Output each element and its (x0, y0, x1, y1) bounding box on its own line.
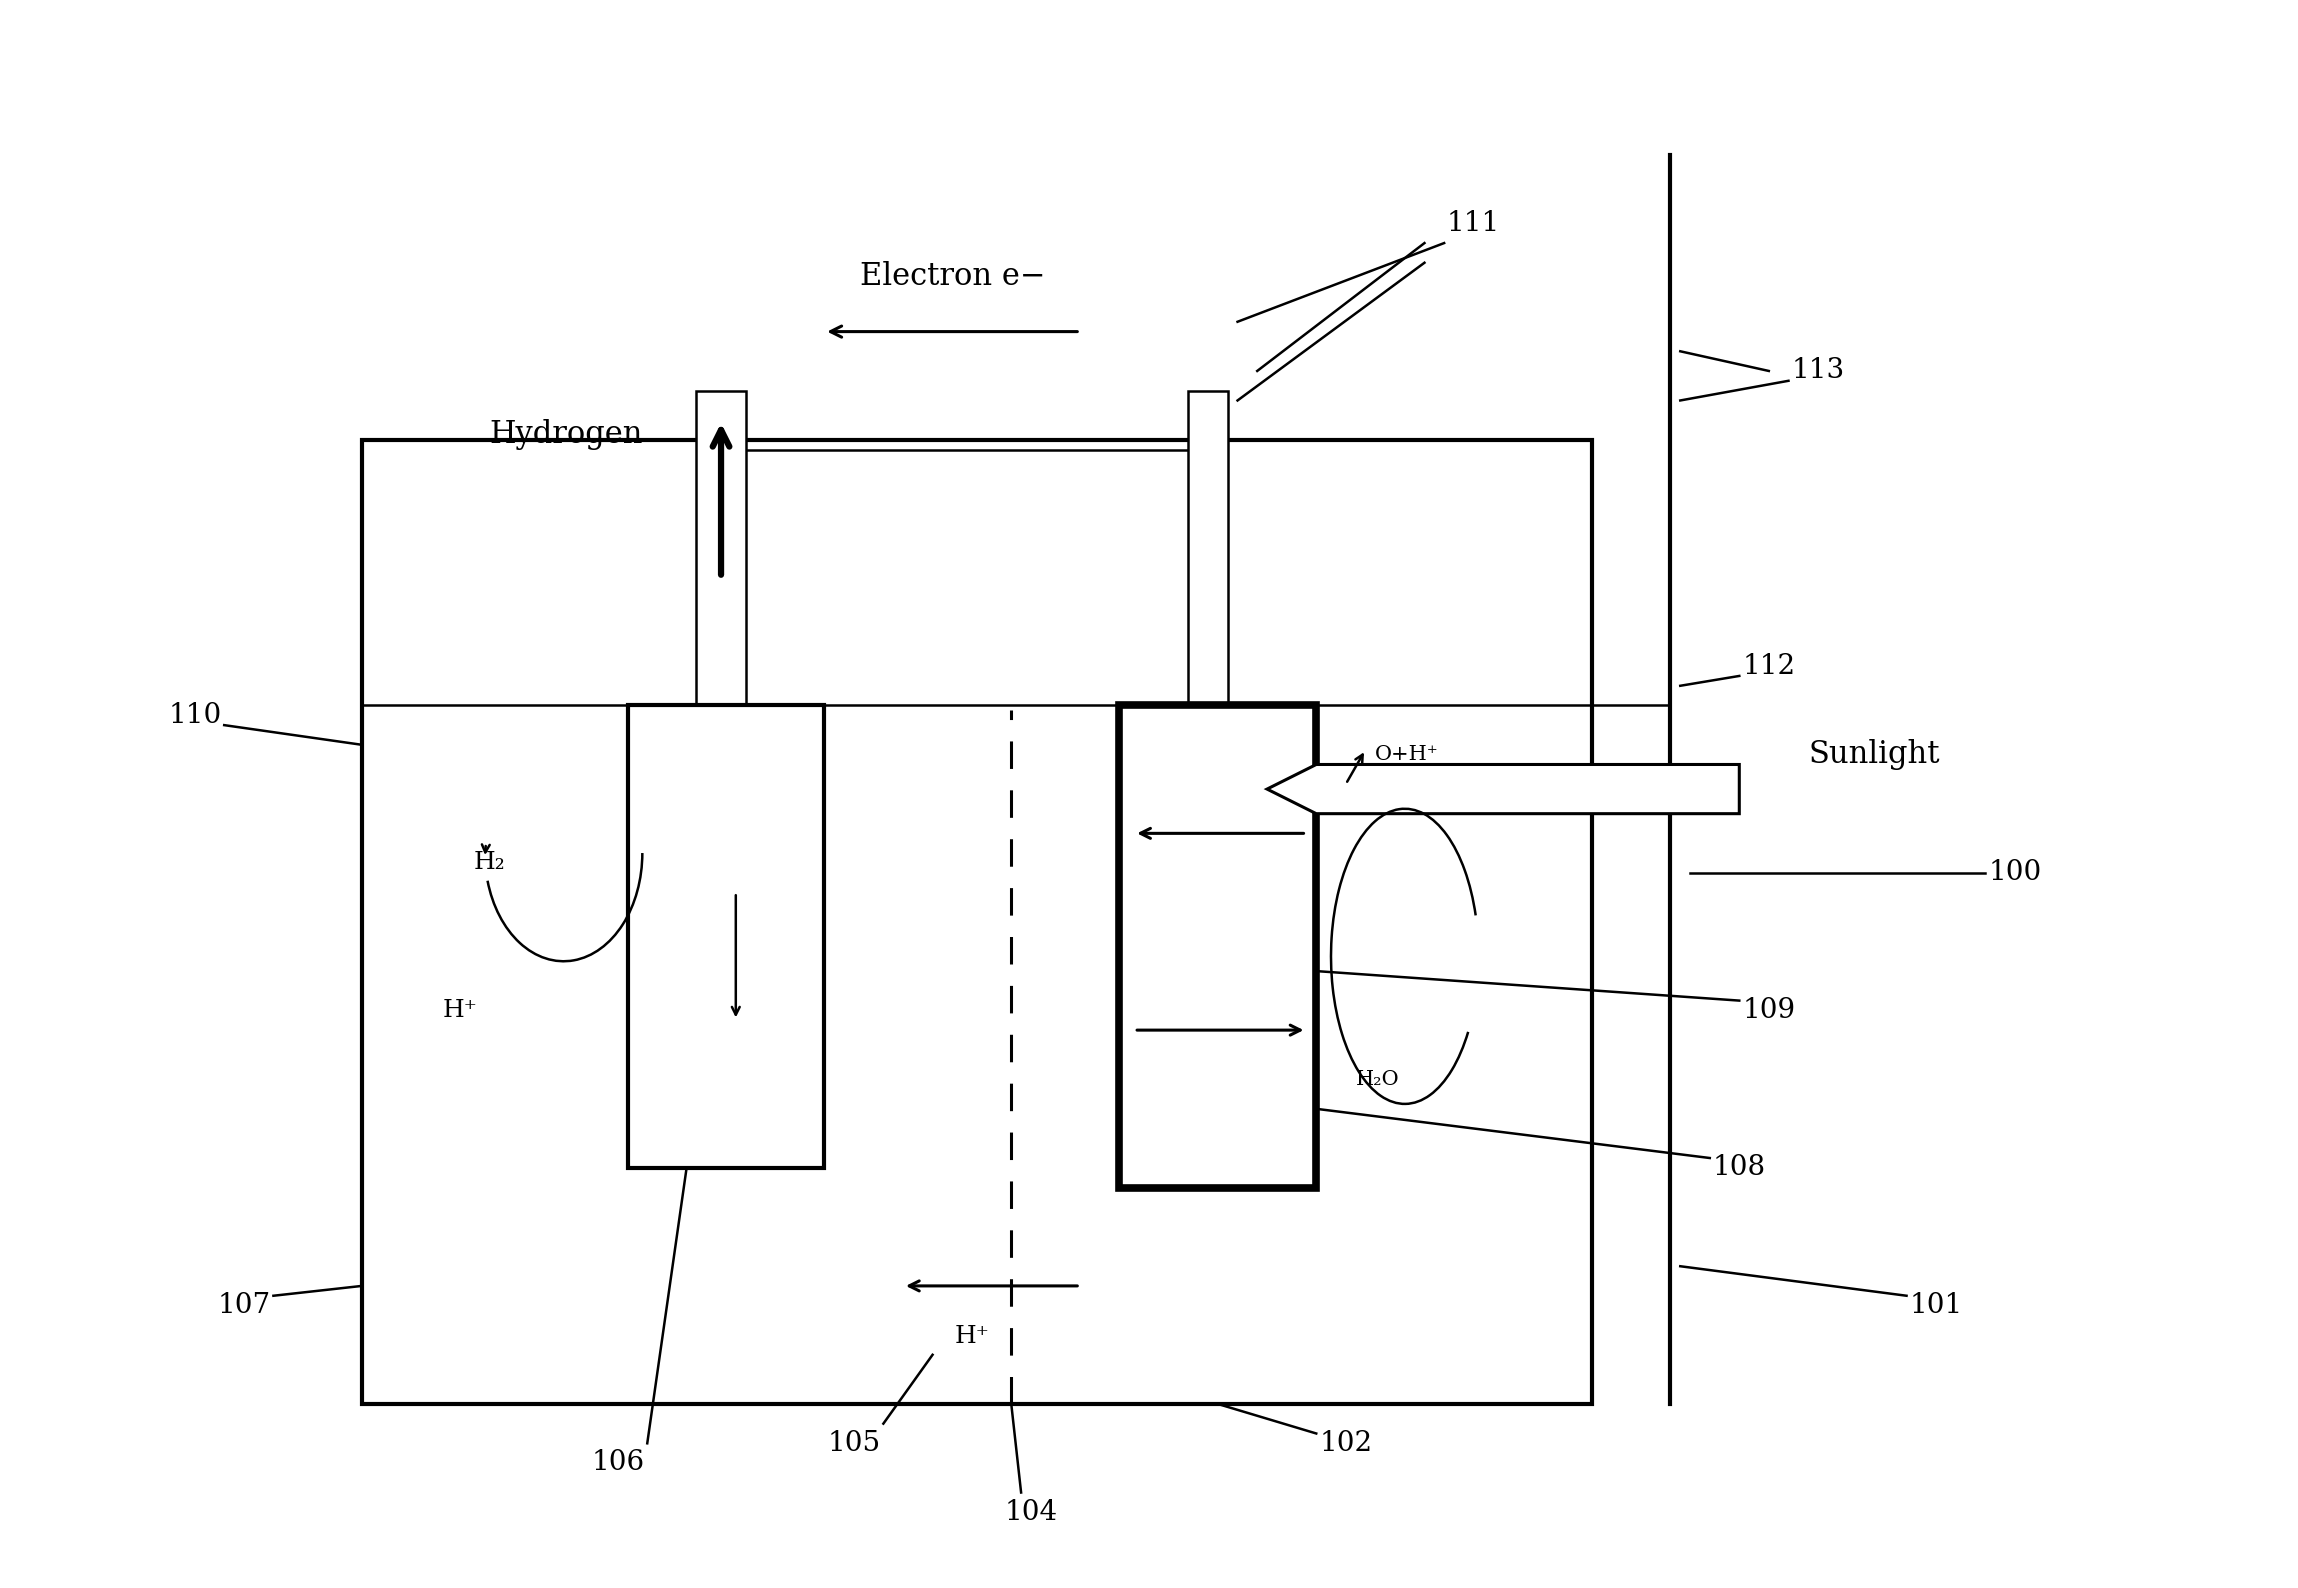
Text: 107: 107 (218, 1293, 271, 1320)
Text: h⁺: h⁺ (1195, 1059, 1220, 1080)
Text: 113: 113 (1792, 357, 1845, 384)
Text: 101: 101 (1910, 1293, 1962, 1320)
Text: Electron e−: Electron e− (859, 262, 1046, 292)
Text: 106: 106 (591, 1450, 643, 1477)
Text: 104: 104 (1004, 1499, 1057, 1526)
Bar (363, 440, 1593, 1404)
Bar (696, 391, 745, 705)
Text: 111: 111 (1448, 210, 1501, 237)
FancyArrow shape (1266, 764, 1740, 813)
Text: 102: 102 (1319, 1429, 1372, 1456)
Text: O+H⁺: O+H⁺ (1374, 745, 1439, 764)
Text: e⁻: e⁻ (712, 926, 738, 948)
Bar (627, 705, 825, 1167)
Text: 110: 110 (168, 702, 221, 729)
Text: e⁻: e⁻ (1206, 778, 1229, 800)
Text: Hydrogen: Hydrogen (489, 419, 643, 449)
Text: Sunlight: Sunlight (1809, 738, 1940, 770)
Text: H⁺: H⁺ (444, 999, 478, 1023)
Text: H⁺: H⁺ (954, 1326, 990, 1348)
Text: 100: 100 (1988, 859, 2041, 886)
Bar (1188, 391, 1227, 705)
Text: 112: 112 (1742, 653, 1795, 680)
Text: 109: 109 (1742, 997, 1795, 1024)
Text: 108: 108 (1712, 1154, 1765, 1181)
Text: H₂O: H₂O (1356, 1070, 1399, 1089)
Text: 105: 105 (827, 1429, 880, 1456)
Text: H₂: H₂ (473, 851, 506, 875)
Bar (1119, 705, 1317, 1188)
